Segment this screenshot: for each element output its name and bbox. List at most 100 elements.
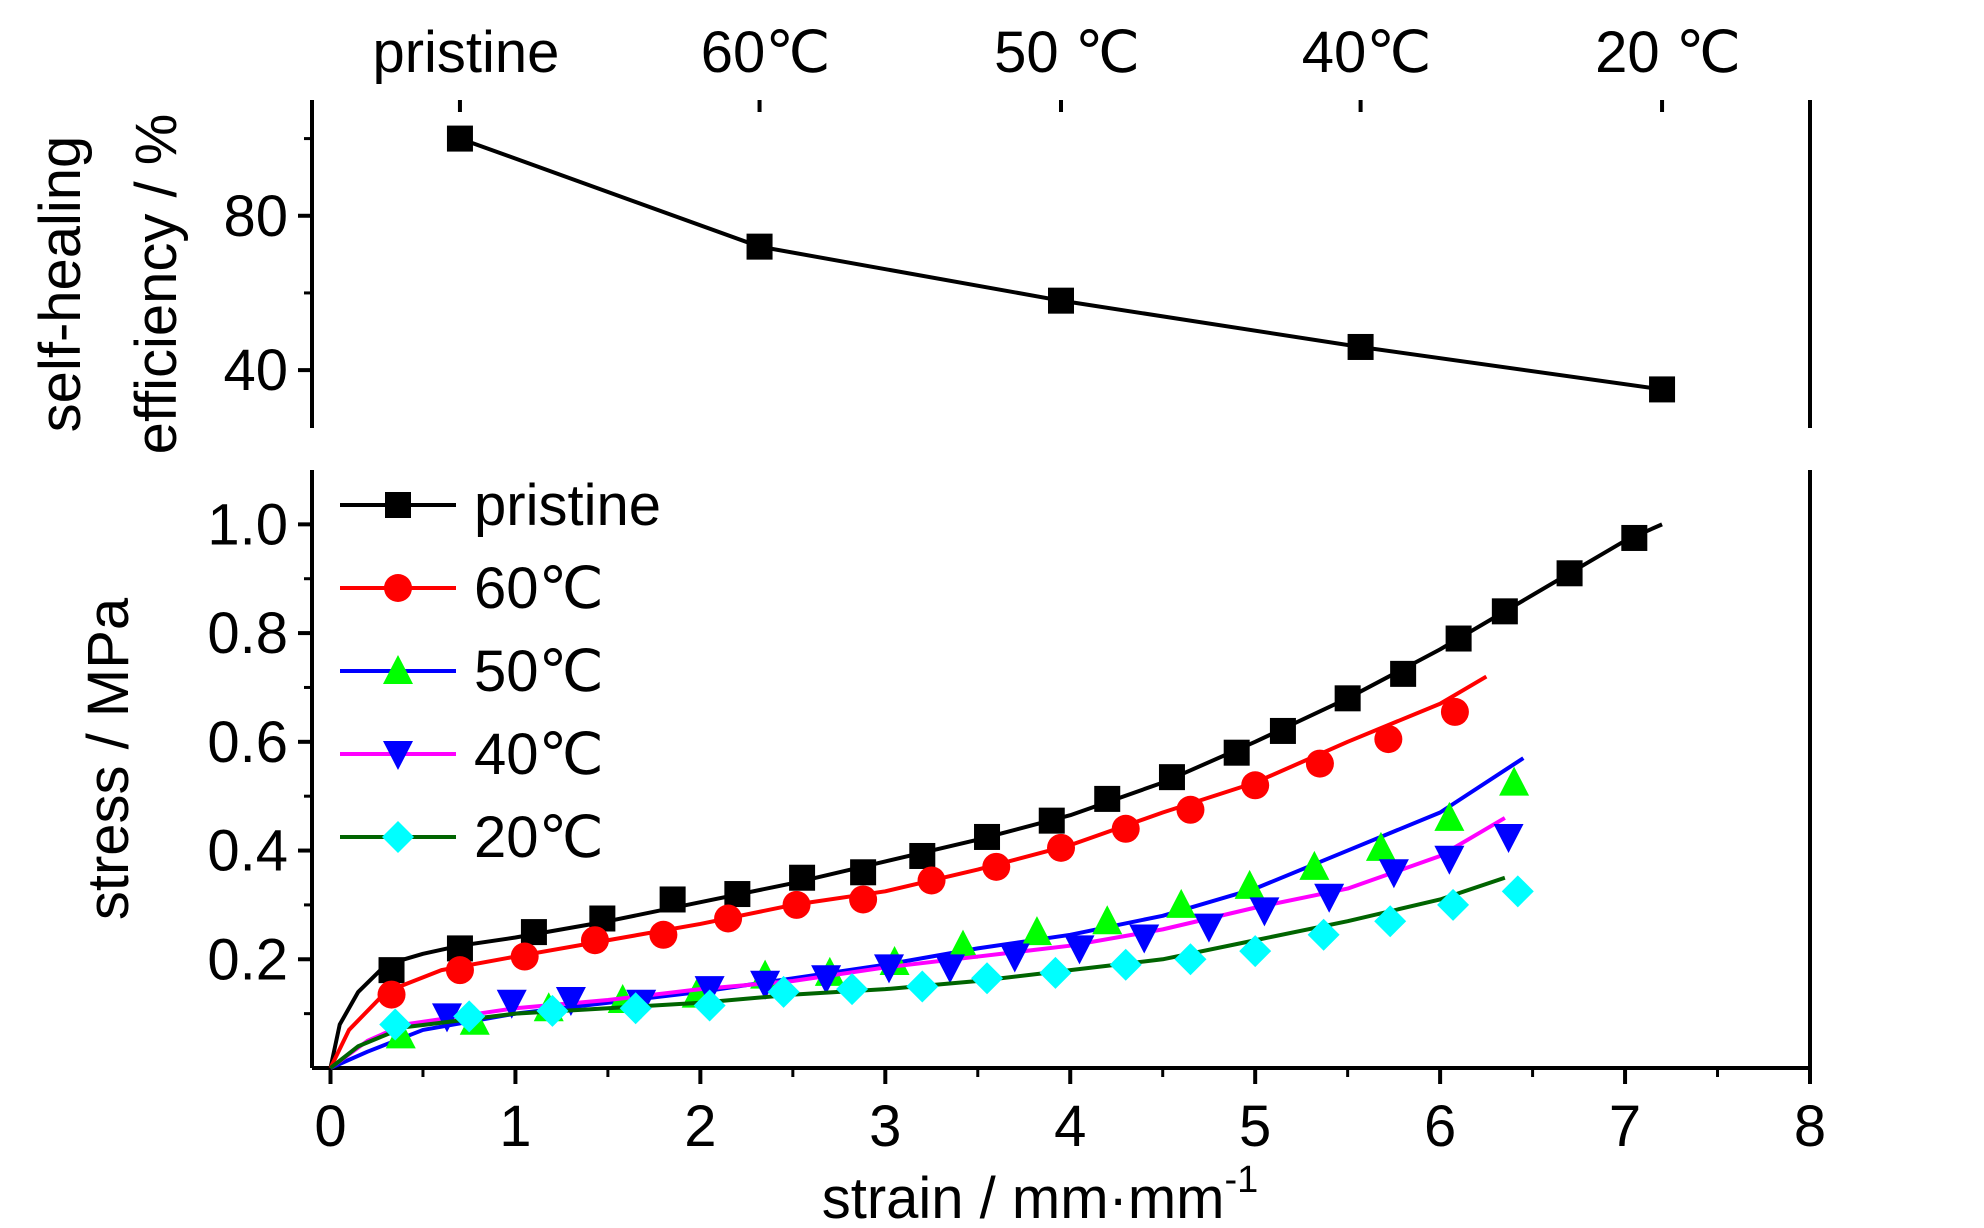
series-point xyxy=(379,1008,412,1041)
legend-label: 40℃ xyxy=(474,722,604,787)
series-point xyxy=(1437,888,1470,921)
series-point xyxy=(1111,814,1140,843)
series-point xyxy=(619,992,652,1025)
series-point xyxy=(724,881,751,908)
series-group xyxy=(329,816,1524,1070)
x-tick-label: 7 xyxy=(1609,1094,1641,1159)
x-tick-label: 6 xyxy=(1424,1094,1456,1159)
legend-marker xyxy=(384,574,412,602)
series-point xyxy=(1047,833,1075,862)
x-tick-label: 2 xyxy=(684,1094,716,1159)
series-point xyxy=(1621,524,1648,551)
efficiency-line xyxy=(459,136,1663,392)
series-point xyxy=(982,852,1011,881)
series-point xyxy=(1021,916,1052,946)
series-group xyxy=(328,674,1488,1069)
series-point xyxy=(1440,697,1469,726)
series-point xyxy=(1234,869,1265,899)
series-point xyxy=(999,943,1030,973)
top-panel: pristine 60℃ 50 ℃ 40℃ 20 ℃ 40 80 self-healing ef… xyxy=(28,20,1812,455)
series-point xyxy=(1239,935,1272,968)
x-tick-label: 3 xyxy=(869,1094,901,1159)
series-line xyxy=(328,674,1488,1069)
top-category-label: 20 ℃ xyxy=(1595,20,1741,85)
series-point xyxy=(536,994,569,1027)
series-point xyxy=(1334,685,1361,712)
y-tick-label: 0.2 xyxy=(207,927,288,992)
top-category-label: 50 ℃ xyxy=(994,20,1140,85)
series-point xyxy=(1374,905,1407,938)
series-point xyxy=(750,970,781,1000)
series-point xyxy=(1039,956,1072,989)
series-point xyxy=(1176,795,1205,824)
x-axis-title-text: strain / mm·mm xyxy=(822,1166,1225,1228)
series-point xyxy=(971,962,1004,995)
series-point xyxy=(445,956,474,985)
series-point xyxy=(1158,764,1185,791)
series-point xyxy=(1305,749,1334,778)
x-axis-title: strain / mm·mm-1 xyxy=(822,1159,1259,1228)
series-point xyxy=(377,980,406,1009)
legend: pristine 60℃ 50℃ 40℃ 20℃ xyxy=(340,473,661,870)
series-point xyxy=(1092,905,1123,935)
legend-label: pristine xyxy=(474,473,661,538)
series-point xyxy=(1314,883,1345,913)
series-point xyxy=(520,919,547,946)
y-axis-title: stress / MPa xyxy=(76,597,141,920)
series-point xyxy=(1299,850,1330,880)
series-point xyxy=(1378,859,1409,889)
series-point xyxy=(1166,888,1197,918)
x-tick-label: 5 xyxy=(1239,1094,1271,1159)
series-point xyxy=(789,864,816,891)
series-point xyxy=(659,886,686,913)
legend-marker xyxy=(383,655,413,684)
series-point xyxy=(782,890,811,919)
bottom-panel: 0 1 2 3 4 5 6 7 8 0.2 0.4 0.6 0.8 1.0 strain / mm·mm-1… xyxy=(76,470,1826,1228)
x-axis-title-exponent: -1 xyxy=(1224,1159,1258,1201)
efficiency-point xyxy=(446,125,473,152)
series-point xyxy=(1556,560,1583,587)
series-point xyxy=(1390,660,1417,687)
series-point xyxy=(714,904,743,933)
x-tick-label: 1 xyxy=(499,1094,531,1159)
top-y-tick-label: 80 xyxy=(223,184,288,249)
y-tick-label: 0.8 xyxy=(207,601,288,666)
series-point xyxy=(555,987,586,1017)
series-point xyxy=(1434,845,1465,875)
series-point xyxy=(1109,948,1142,981)
series-point xyxy=(1174,943,1207,976)
top-y-axis-title-line2: efficiency / % xyxy=(124,114,189,455)
series-point xyxy=(935,954,966,984)
y-tick-label: 1.0 xyxy=(207,492,288,557)
top-category-label: pristine xyxy=(372,20,559,85)
top-y-tick-label: 40 xyxy=(223,338,288,403)
series-point xyxy=(1223,739,1250,766)
top-category-label: 40℃ xyxy=(1302,20,1432,85)
series-point xyxy=(836,973,869,1006)
series-point xyxy=(1374,725,1403,754)
top-category-label: 60℃ xyxy=(701,20,831,85)
series-point xyxy=(974,823,1001,850)
series-point xyxy=(947,929,978,959)
x-tick-label: 4 xyxy=(1054,1094,1086,1159)
series-point xyxy=(1493,823,1524,853)
series-point xyxy=(1193,913,1224,943)
series-point xyxy=(1241,771,1270,800)
series-point xyxy=(849,885,878,914)
series-point xyxy=(1269,717,1296,744)
series-point xyxy=(378,957,405,984)
series-point xyxy=(693,989,726,1022)
series-point xyxy=(874,954,905,984)
series-point xyxy=(1445,625,1472,652)
x-tick-label: 8 xyxy=(1794,1094,1826,1159)
series-point xyxy=(580,926,609,955)
series-point xyxy=(1434,801,1465,831)
series-point xyxy=(909,842,936,869)
series-point xyxy=(1094,785,1121,812)
legend-label: 50℃ xyxy=(474,639,604,704)
series-point xyxy=(767,975,800,1008)
x-tick-label: 0 xyxy=(314,1094,346,1159)
legend-label: 60℃ xyxy=(474,556,604,621)
top-y-axis-title-line1: self-healing xyxy=(28,136,93,433)
